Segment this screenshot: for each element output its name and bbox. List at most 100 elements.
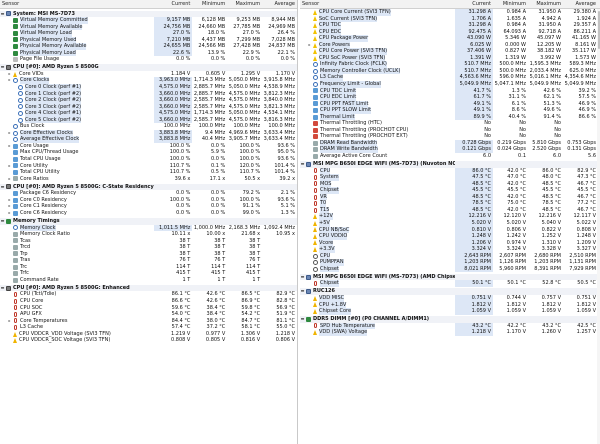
sensor-row[interactable]: Virtual Memory Available 24,756 MB 24,660 … bbox=[0, 23, 297, 31]
sensor-row[interactable]: SPD Hub Temperature 43.2 °C 42.2 °C 43.2 °C… bbox=[300, 322, 600, 330]
column-header-current[interactable]: Current bbox=[171, 1, 191, 7]
sensor-row[interactable]: Memory Controller Clock (UCLK) 510.7 MHz 5… bbox=[300, 67, 600, 75]
sensor-row[interactable]: VR 48.5 °C 42.0 °C 48.5 °C 46.7 °C bbox=[300, 193, 600, 201]
expand-toggle-icon[interactable]: ▬ bbox=[300, 288, 305, 294]
sensor-row[interactable]: ▸ Core C0 Residency 100.0 % 0.0 % 100.0 % 93.… bbox=[0, 197, 297, 204]
sensor-row[interactable]: Package C6 Residency 0.0 % 0.0 % 79.2 % 2.1 … bbox=[0, 190, 297, 197]
sensor-group-header[interactable]: ▬ CPU [#0]: AMD Ryzen 5 8500G bbox=[0, 64, 297, 71]
sensor-row[interactable]: Trp 38 T 38 T 38 T bbox=[0, 251, 297, 258]
expand-toggle-icon[interactable]: ▬ bbox=[300, 273, 305, 279]
sensor-row[interactable]: SoC Current (SVI3 TFN) 1.706 A 1.635 A 4.94… bbox=[300, 15, 600, 23]
expand-toggle-icon[interactable]: ▬ bbox=[0, 217, 5, 223]
sensor-row[interactable]: ▸ Core C6 Residency 0.0 % 0.0 % 99.0 % 1.3 % bbox=[0, 210, 297, 217]
column-header-minimum[interactable]: Minimum bbox=[202, 1, 226, 7]
column-header-current[interactable]: Current bbox=[472, 1, 491, 7]
sensor-row[interactable]: Total CPU Utility 110.7 % 0.5 % 110.7 % 101.… bbox=[0, 169, 297, 176]
column-header-average[interactable]: Average bbox=[274, 1, 295, 7]
sensor-row[interactable]: ▸ Core C1 Residency 0.0 % 0.0 % 91.1 % 5.1 % bbox=[0, 203, 297, 210]
sensor-row[interactable]: Physical Memory Used 7,210 MB 4,437 MB 7,29… bbox=[0, 36, 297, 44]
sensor-row[interactable]: VDD (SWA) Voltage 1.218 V 1.170 V 1.260 V 1.… bbox=[300, 329, 600, 336]
scrollbar-thumb[interactable] bbox=[597, 11, 600, 49]
sensor-row[interactable]: MOS 48.5 °C 42.0 °C 48.5 °C 46.7 °C bbox=[300, 180, 600, 188]
sensor-row[interactable]: CPU NB/SoC 0.810 V 0.806 V 0.822 V 0.808 V bbox=[300, 226, 600, 234]
sensor-row[interactable]: Tras 76 T 76 T 76 T bbox=[0, 257, 297, 264]
sensor-group-header[interactable]: ▬ Memory Timings bbox=[0, 217, 297, 225]
sensor-row[interactable]: ▸ Core Temperatures 84.4 °C 38.0 °C 84.7 °C 8… bbox=[0, 318, 297, 325]
expand-toggle-icon[interactable]: ▸ bbox=[8, 203, 11, 209]
sensor-row[interactable]: CPU SOC 59.6 °C 38.4 °C 59.8 °C 56.9 °C bbox=[0, 305, 297, 312]
sensor-row[interactable]: ▸ Core VIDs 1.184 V 0.605 V 1.295 V 1.170 V bbox=[0, 71, 297, 78]
expand-toggle-icon[interactable]: ▬ bbox=[300, 161, 305, 167]
sensor-row[interactable]: Chipset Core 1.059 V 1.059 V 1.059 V 1.059 V bbox=[300, 308, 600, 315]
sensor-row[interactable]: CPU EDC Limit 61.7 % 31.1 % 62.1 % 57.5 % bbox=[300, 94, 600, 101]
expand-toggle-icon[interactable]: ▸ bbox=[8, 142, 11, 148]
sensor-row[interactable]: Average Active Core Count 6.0 0.1 6.0 5.6 bbox=[300, 153, 600, 160]
sensor-row[interactable]: CPU TDC Limit 41.7 % 1.3 % 42.6 % 39.2 % bbox=[300, 87, 600, 95]
sensor-row[interactable]: VDD MISC 0.751 V 0.744 V 0.757 V 0.751 V bbox=[300, 295, 600, 302]
expand-toggle-icon[interactable]: ▬ bbox=[0, 64, 5, 70]
sensor-row[interactable]: Bus Clock 100.0 MHz 100.0 MHz 100.0 MHz 100.… bbox=[0, 123, 297, 130]
sensor-row[interactable]: CPU VDDIO 1.248 V 1.242 V 1.252 V 1.248 V bbox=[300, 233, 600, 240]
sensor-row[interactable]: T0 78.5 °C 75.0 °C 78.5 °C 77.2 °C bbox=[300, 200, 600, 207]
sensor-row[interactable]: Core 2 Clock (perf #2) 3,660.0 MHz 2,585.7… bbox=[0, 97, 297, 104]
sensor-row[interactable]: CPU TDC 31.298 A 0.984 A 31.950 A 29.357 A bbox=[300, 22, 600, 29]
sensor-row[interactable]: System 47.5 °C 47.0 °C 48.0 °C 47.3 °C bbox=[300, 174, 600, 181]
sensor-row[interactable]: Frequency Limit - Global 5,049.9 MHz 5,047… bbox=[300, 81, 600, 88]
sensor-row[interactable]: CPU Core 86.6 °C 42.6 °C 86.9 °C 82.8 °C bbox=[0, 298, 297, 305]
sensor-row[interactable]: Total CPU Usage 100.0 % 0.0 % 100.0 % 93.6 % bbox=[0, 156, 297, 163]
sensor-row[interactable]: Thermal Throttling (HTC) No No No bbox=[300, 120, 600, 127]
sensor-row[interactable]: PUMPFAN 1,203 RPM 1,126 RPM 1,203 RPM 1,131 … bbox=[300, 259, 600, 266]
sensor-row[interactable]: Average Effective Clock 3,883.8 MHz 40.4 M… bbox=[0, 136, 297, 143]
sensor-row[interactable]: ▸ Core Utility 110.7 % 0.1 % 120.0 % 101.4 % bbox=[0, 163, 297, 170]
sensor-row[interactable]: Command Rate 1 T 1 T 1 T bbox=[0, 277, 297, 284]
sensor-row[interactable]: CPU (Tctl/Tdie) 86.1 °C 42.6 °C 86.5 °C 82.9… bbox=[0, 291, 297, 298]
sensor-row[interactable]: Core 1 Clock (perf #2) 3,660.0 MHz 2,885.7… bbox=[0, 90, 297, 98]
sensor-row[interactable]: Chipset 50.1 °C 50.1 °C 52.8 °C 50.5 °C bbox=[300, 280, 600, 287]
sensor-row[interactable]: CPU VDDCR_VDD Voltage (SVI3 TFN) 1.219 V 0… bbox=[0, 331, 297, 338]
expand-toggle-icon[interactable]: ▬ bbox=[0, 284, 5, 290]
sensor-row[interactable]: Virtual Memory Committed 9,157 MB 6,128 MB… bbox=[0, 17, 297, 24]
sensor-row[interactable]: L3 Cache 57.4 °C 37.2 °C 58.1 °C 55.0 °C bbox=[0, 324, 297, 331]
sensor-row[interactable]: CPU SoC Power (SVI3 TFN) 1.391 W 1.319 W 3.… bbox=[300, 54, 600, 62]
expand-toggle-icon[interactable]: ▸ bbox=[8, 209, 11, 215]
sensor-row[interactable]: CPU Core Current (SVI3 TFN) 31.298 A 0.984… bbox=[300, 9, 600, 16]
sensor-row[interactable]: ▸ Core Effective Clocks 3,883.8 MHz 9.4 MHz… bbox=[0, 129, 297, 137]
expand-toggle-icon[interactable]: ▬ bbox=[300, 316, 305, 322]
sensor-row[interactable]: Trfc 415 T 415 T 415 T bbox=[0, 270, 297, 277]
expand-toggle-icon[interactable]: ▸ bbox=[8, 129, 11, 135]
sensor-group-header[interactable]: ▬ MSI MPG B650I EDGE WIFI (MS-7D73) (AMD … bbox=[300, 273, 600, 281]
sensor-row[interactable]: ▸ Core Powers 6.025 W 0.000 W 12.205 W 8.161 … bbox=[300, 41, 600, 49]
sensor-row[interactable]: Core 4 Clock (perf #1) 4,575.0 MHz 1,714.3… bbox=[0, 110, 297, 117]
sensor-group-header[interactable]: ▬ CPU [#0]: AMD Ryzen 5 8500G: C-State Re… bbox=[0, 183, 297, 191]
expand-toggle-icon[interactable]: ▸ bbox=[8, 77, 11, 83]
column-header-average[interactable]: Average bbox=[575, 1, 596, 7]
sensor-group-header[interactable]: ▬ RUC126 bbox=[300, 288, 600, 296]
column-header-sensor[interactable]: Sensor bbox=[2, 1, 20, 7]
sensor-row[interactable]: APU GFX 54.0 °C 38.4 °C 54.2 °C 51.9 °C bbox=[0, 311, 297, 318]
expand-toggle-icon[interactable]: ▬ bbox=[0, 183, 5, 189]
sensor-row[interactable]: CPU +1.8V 1.812 V 1.812 V 1.812 V 1.812 V bbox=[300, 301, 600, 309]
sensor-row[interactable]: CPU EDC 92.475 A 64.093 A 92.718 A 86.211 A bbox=[300, 28, 600, 36]
column-header-maximum[interactable]: Maximum bbox=[235, 1, 261, 7]
sensor-row[interactable]: CPU 2,643 RPM 2,607 RPM 2,680 RPM 2,510 RPM bbox=[300, 252, 600, 260]
sensor-row[interactable]: Tcas 38 T 38 T 38 T bbox=[0, 238, 297, 245]
sensor-row[interactable]: Chipset 45.5 °C 45.5 °C 45.5 °C 45.5 °C bbox=[300, 187, 600, 194]
vertical-scrollbar[interactable] bbox=[597, 9, 600, 444]
sensor-row[interactable]: Page File Usage 0.0 % 0.0 % 0.0 % 0.0 % bbox=[0, 56, 297, 63]
column-header-minimum[interactable]: Minimum bbox=[502, 1, 526, 7]
sensor-row[interactable]: Max CPU/Thread Usage 100.0 % 5.9 % 100.0 % 9… bbox=[0, 149, 297, 156]
column-header-maximum[interactable]: Maximum bbox=[536, 1, 561, 7]
sensor-row[interactable]: ▸ Core Ratios 39.6 x 17.1 x 50.5 x 39.2 x bbox=[0, 176, 297, 183]
sensor-row[interactable]: +12V 12.216 V 12.120 V 12.216 V 12.117 V bbox=[300, 213, 600, 220]
expand-toggle-icon[interactable]: ▸ bbox=[308, 41, 311, 47]
sensor-row[interactable]: L3 Cache 4,563.6 MHz 596.0 MHz 5,016.1 MHz 4… bbox=[300, 74, 600, 82]
sensor-row[interactable]: Chipset 8,021 RPM 5,960 RPM 8,391 RPM 7,929 … bbox=[300, 265, 600, 273]
sensor-row[interactable]: Thermal Limit 89.9 % 40.4 % 91.4 % 86.6 % bbox=[300, 113, 600, 121]
expand-toggle-icon[interactable]: ▸ bbox=[8, 162, 11, 168]
sensor-row[interactable]: Core 5 Clock (perf #2) 3,660.0 MHz 2,585.7… bbox=[0, 116, 297, 124]
sensor-row[interactable]: +5V 5.020 V 5.020 V 5.040 V 5.022 V bbox=[300, 220, 600, 227]
sensor-row[interactable]: DRAM Read Bandwidth 0.728 Gbps 0.219 Gbps 5… bbox=[300, 139, 600, 147]
sensor-row[interactable]: CPU PPT FAST Limit 49.1 % 6.1 % 51.3 % 46.9 … bbox=[300, 100, 600, 108]
sensor-row[interactable]: Core 0 Clock (perf #1) 4,575.0 MHz 2,885.7… bbox=[0, 84, 297, 91]
sensor-row[interactable]: CPU Package Power 43.090 W 5.346 W 45.097 W… bbox=[300, 35, 600, 42]
